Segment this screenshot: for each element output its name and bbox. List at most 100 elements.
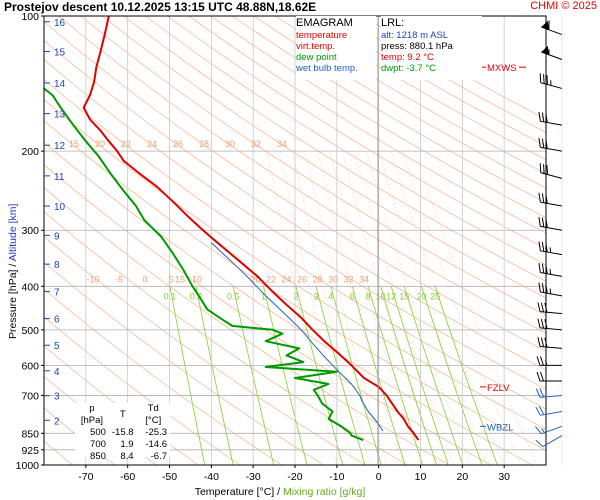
wind-barb-feather [535, 426, 542, 435]
moist-adiabat-line [267, 151, 338, 465]
dry-adiabat-line [361, 16, 546, 120]
chart-axes: 1002003004005006007008509251000234567891… [16, 11, 547, 483]
mixing-ratio-label: 4 [328, 291, 333, 301]
dry-adiabat-line [166, 16, 546, 250]
dry-adiabat-label: 26 [297, 274, 307, 284]
wind-barb-feather [535, 388, 541, 398]
mixing-ratio-line [295, 286, 344, 465]
dry-adiabat-line [188, 16, 546, 234]
dry-adiabat-label: 15 [175, 274, 185, 284]
wind-barb-feather [541, 263, 545, 274]
mixing-ratio-line [434, 286, 498, 465]
wind-barb-staff [540, 172, 563, 179]
wind-barb-staff [541, 425, 563, 435]
wind-barb-feather [545, 283, 548, 294]
altitude-tick-label: 4 [54, 367, 60, 378]
wind-barb [535, 388, 563, 398]
mixing-ratio-label: 2 [293, 291, 298, 301]
temperature-tick-label: 20 [456, 471, 468, 483]
wind-barb-feather [543, 74, 545, 84]
mixing-ratio-line [403, 286, 464, 465]
dry-adiabat-label: -5 [115, 274, 123, 284]
wind-barb [538, 137, 563, 152]
wind-barb-feather [545, 139, 548, 149]
mixing-ratio-label: 3 [314, 291, 319, 301]
dry-adiabat-label: 10 [192, 274, 202, 284]
altitude-tick-label: 12 [54, 141, 66, 152]
level-marker-label: WBZL [487, 422, 513, 433]
pressure-label: Pressure [hPa] [7, 269, 19, 339]
table-row: 850 8.4 -6.7 [75, 451, 170, 463]
wind-barb [535, 425, 563, 435]
mixing-ratio-line [421, 286, 483, 465]
table-cell: -25.3 [145, 427, 167, 438]
altitude-label: Altitude [km] [7, 203, 19, 262]
moist-adiabat-line [341, 151, 438, 465]
wind-barb-feather [536, 356, 541, 366]
wind-barb-feather [540, 356, 544, 366]
mixing-ratio-label: 0.2 [190, 291, 203, 301]
lrl-title: LRL: [381, 17, 405, 29]
table-cell: 500 [90, 427, 106, 438]
wind-barb-feather [538, 216, 541, 227]
table-cell: -6.7 [150, 451, 167, 462]
table-cell: 850 [90, 451, 106, 462]
altitude-tick-label: 9 [54, 231, 60, 242]
wind-barb [536, 356, 562, 366]
temperature-tick-label: -30 [246, 471, 261, 483]
dry-adiabat-line [253, 16, 546, 189]
dry-adiabat-label: 28 [199, 139, 209, 149]
wind-barb [538, 216, 563, 231]
wind-barb-staff [540, 394, 563, 398]
legend-dew-point: dew point [296, 52, 337, 63]
wind-barb-feather [537, 337, 541, 347]
wind-barb-feather [539, 163, 542, 173]
dry-adiabat-label: 20 [95, 139, 105, 149]
moist-adiabat-line [366, 151, 471, 465]
wind-barb-pennant [541, 20, 549, 30]
wind-barb [538, 263, 563, 277]
wind-barb-half-feather [549, 269, 552, 275]
table-cell: -15.8 [111, 427, 134, 438]
wind-barb [541, 45, 563, 60]
temperature-tick-label: -10 [329, 471, 344, 483]
mixing-ratio-label: 8 [366, 291, 371, 301]
altitude-tick-label: 13 [54, 110, 66, 121]
table-cell: 1.9 [120, 439, 134, 450]
wind-barb-feather [545, 113, 548, 123]
dry-adiabat-label: 20 [250, 274, 260, 284]
chart-title: Prostejov descent 10.12.2025 13:15 UTC 4… [4, 0, 317, 14]
pressure-tick-label: 300 [21, 225, 39, 237]
wind-barb-feather [541, 193, 545, 203]
dry-adiabat-label: 0 [142, 274, 147, 284]
moist-adiabat-line [292, 151, 371, 465]
wind-barb-feather [539, 388, 545, 398]
chart-series [43, 15, 420, 442]
dry-adiabat-line [101, 16, 546, 299]
wind-barb-feather [540, 302, 545, 313]
dry-adiabat-line [44, 78, 546, 410]
wind-barb-feather [538, 282, 541, 293]
wind-barb-feather [538, 241, 541, 251]
table-cell: 700 [90, 439, 106, 450]
wind-barb-feather [535, 406, 541, 416]
x-axis-label: Temperature [°C] / Mixing ratio [g/kg] [0, 486, 560, 498]
table-cell: -14.6 [145, 439, 167, 450]
altitude-tick-label: 16 [54, 18, 66, 29]
dry-adiabat-line [44, 142, 533, 465]
mixing-ratio-label: 0.1 [164, 291, 177, 301]
wind-barb-staff [540, 225, 563, 231]
wind-barb-feather [539, 73, 542, 83]
dry-adiabat-label: -10 [86, 274, 99, 284]
dry-adiabat-line [123, 16, 546, 282]
wind-barb-staff [542, 435, 563, 448]
wind-barb-feather [540, 318, 545, 329]
y-label-separator: / [7, 261, 19, 270]
wind-barb-staff [540, 410, 563, 416]
altitude-tick-label: 7 [54, 288, 60, 299]
wind-barb [537, 318, 563, 331]
wind-barb-staff [540, 120, 563, 126]
altitude-tick-label: 6 [54, 315, 60, 326]
